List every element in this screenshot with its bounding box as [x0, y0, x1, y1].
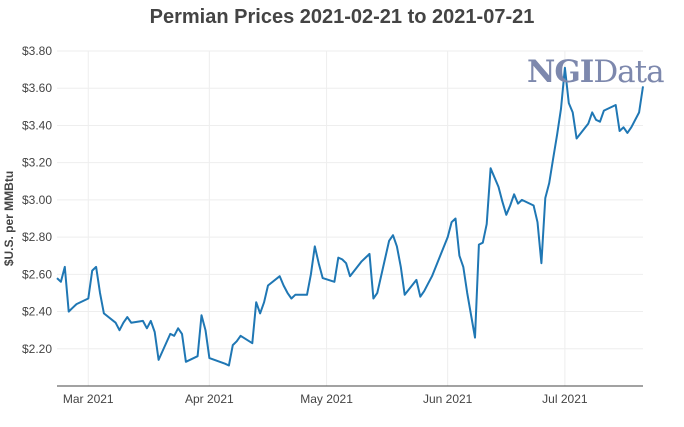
y-tick-label: $2.60	[22, 267, 52, 281]
price-series-line	[56, 66, 644, 367]
y-tick-label: $3.00	[22, 193, 52, 207]
y-tick-label: $3.40	[22, 118, 52, 132]
x-tick-label: Mar 2021	[63, 392, 114, 406]
x-tick-label: Jun 2021	[423, 392, 473, 406]
y-tick-label: $2.80	[22, 230, 52, 244]
x-tick-label: May 2021	[300, 392, 353, 406]
y-tick-label: $3.80	[22, 44, 52, 58]
y-tick-label: $2.20	[22, 342, 52, 356]
y-tick-label: $3.60	[22, 81, 52, 95]
chart-title: Permian Prices 2021-02-21 to 2021-07-21	[149, 6, 535, 28]
y-tick-label: $3.20	[22, 156, 52, 170]
x-tick-label: Jul 2021	[542, 392, 588, 406]
y-tick-label: $2.40	[22, 305, 52, 319]
x-tick-label: Apr 2021	[185, 392, 234, 406]
y-axis-title: $U.S. per MMBtu	[2, 171, 16, 266]
ngi-data-logo: NGIData	[527, 54, 665, 90]
